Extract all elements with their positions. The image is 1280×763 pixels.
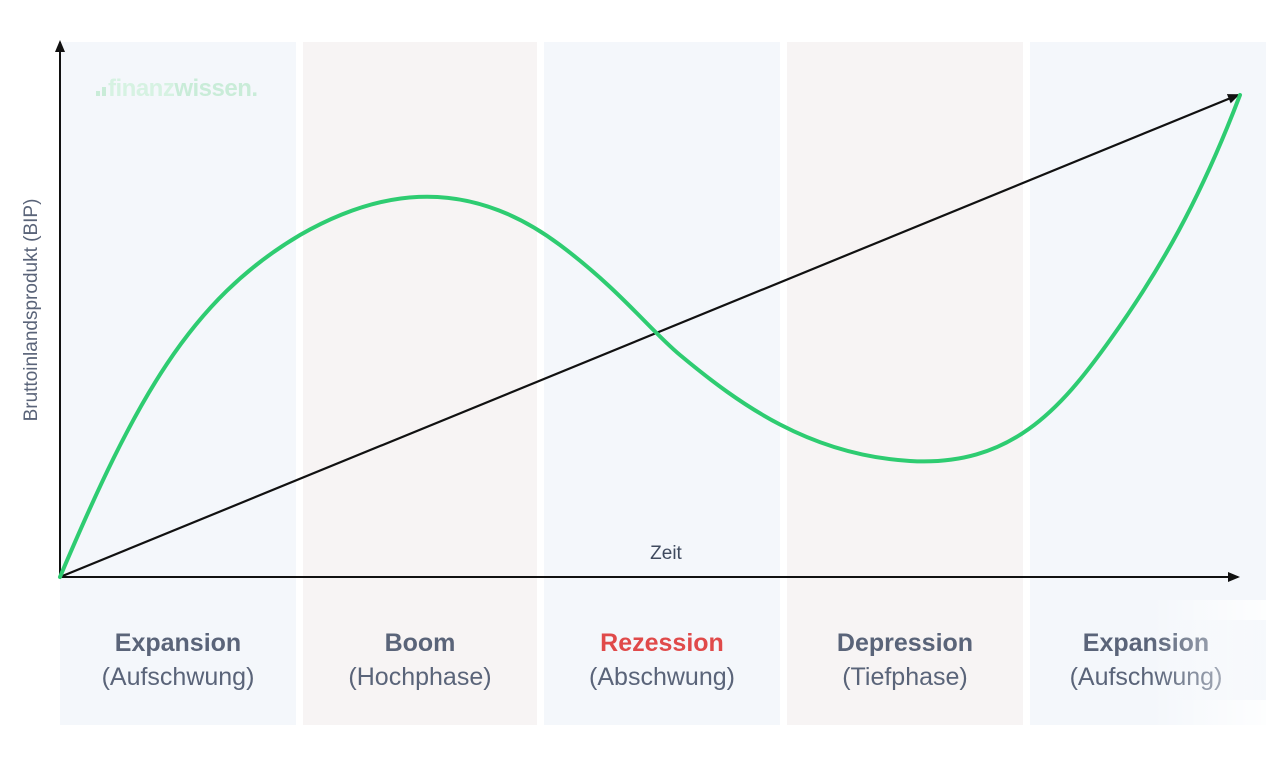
phase-subtitle: (Hochphase)	[348, 663, 492, 691]
phase-subtitle: (Abschwung)	[589, 663, 735, 691]
phase-subtitle: (Aufschwung)	[101, 663, 255, 691]
phase-band-2	[303, 42, 537, 725]
phase-label-1: Expansion (Aufschwung)	[60, 626, 296, 694]
trend-line	[59, 93, 1240, 579]
phase-label-2: Boom (Hochphase)	[302, 626, 538, 694]
phase-backgrounds	[60, 42, 1266, 725]
logo-text-part1: finanz	[108, 75, 175, 102]
phase-label-3: Rezession (Abschwung)	[544, 626, 780, 694]
phase-label-4: Depression (Tiefphase)	[787, 626, 1023, 694]
x-axis-label: Zeit	[650, 543, 682, 564]
logo-text-part2: wissen.	[174, 75, 258, 102]
phase-band-4	[787, 42, 1023, 725]
phase-band-3	[544, 42, 780, 725]
business-cycle-curve	[58, 93, 1242, 579]
phase-title: Boom	[384, 629, 456, 657]
phase-band-1	[60, 42, 296, 725]
logo-bars-icon	[96, 75, 108, 103]
phase-title-highlighted: Rezession	[600, 629, 724, 657]
brand-logo: finanzwissen.	[96, 75, 258, 103]
y-axis-label: Bruttoinlandsprodukt (BIP)	[21, 198, 42, 422]
phase-title: Depression	[836, 629, 974, 657]
phase-subtitle: (Tiefphase)	[842, 663, 968, 691]
label-fade-overlay	[1150, 620, 1266, 700]
phase-title: Expansion	[114, 629, 242, 657]
